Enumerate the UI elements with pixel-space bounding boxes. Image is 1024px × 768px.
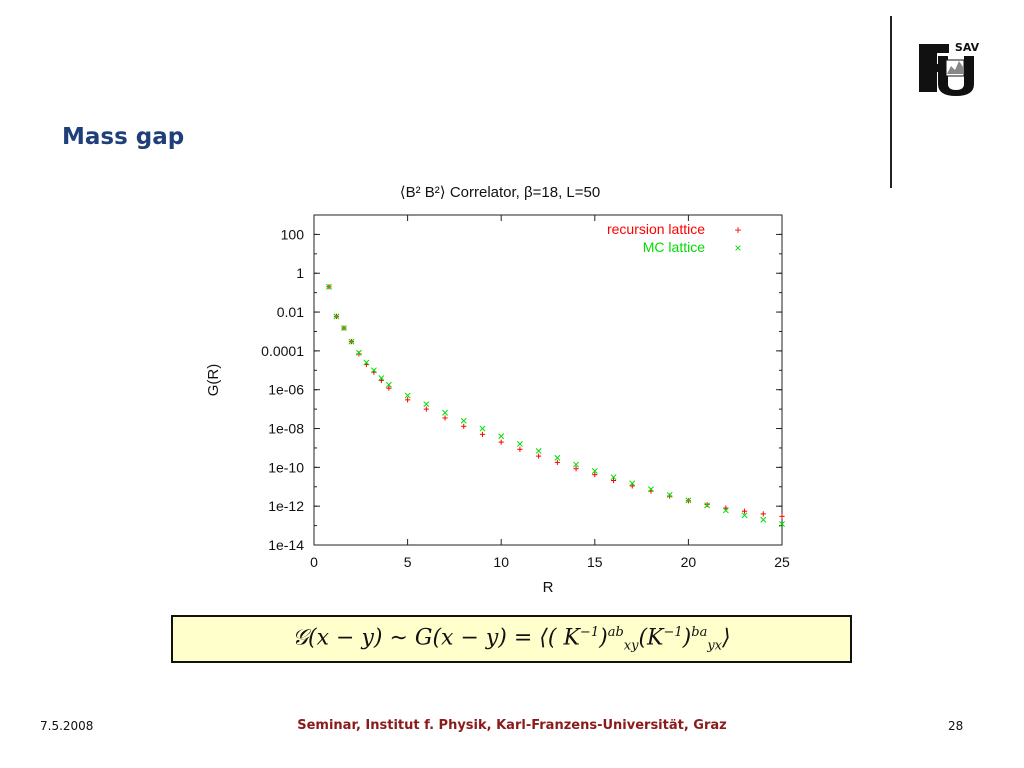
mc-point — [326, 283, 332, 290]
mc-point — [423, 401, 430, 408]
mc-point — [760, 516, 767, 523]
recursion-point — [741, 508, 748, 514]
x-axis-label: R — [543, 579, 554, 596]
mc-point — [498, 433, 505, 440]
mc-point — [722, 507, 729, 514]
mc-point — [460, 417, 467, 424]
y-tick-label: 1 — [296, 265, 304, 281]
recursion-point — [405, 397, 411, 403]
formula-box: 𝒢(x − y) ∼ G(x − y) = ⟨( K−1)abxy(K−1)ba… — [171, 615, 852, 663]
footer-date: 7.5.2008 — [40, 719, 94, 733]
legend-marker-mc: × — [734, 241, 741, 255]
mc-point — [685, 497, 692, 504]
mc-point — [779, 521, 785, 528]
recursion-point — [779, 513, 785, 519]
slide-title: Mass gap — [62, 124, 185, 150]
recursion-point — [629, 483, 635, 489]
mc-point — [704, 502, 711, 509]
x-tick-label: 20 — [681, 554, 697, 570]
mc-point — [591, 468, 598, 474]
recursion-point — [442, 415, 448, 421]
mc-point — [554, 454, 561, 461]
mc-point — [610, 474, 617, 481]
mc-point — [363, 359, 370, 366]
recursion-point — [610, 477, 617, 484]
mc-point — [378, 375, 385, 381]
x-tick-label: 5 — [404, 554, 412, 570]
y-tick-label: 100 — [281, 226, 305, 242]
mc-point — [516, 441, 523, 447]
recursion-point — [423, 406, 429, 412]
mc-point — [348, 338, 355, 345]
legend-label-recursion: recursion lattice — [607, 221, 705, 237]
recursion-point — [592, 472, 598, 478]
mc-point — [333, 313, 340, 320]
mc-point — [535, 447, 542, 454]
recursion-point — [760, 511, 766, 517]
header-divider — [890, 16, 892, 188]
recursion-point — [479, 431, 486, 437]
x-tick-label: 25 — [774, 554, 790, 570]
mc-point — [666, 491, 673, 498]
y-axis-label: G(R) — [205, 364, 222, 397]
mc-point — [648, 486, 654, 493]
mc-point — [385, 381, 392, 388]
x-tick-label: 0 — [310, 554, 318, 570]
x-tick-label: 10 — [493, 554, 509, 570]
legend-label-mc: MC lattice — [643, 239, 705, 255]
recursion-point — [517, 446, 523, 452]
formula-text: 𝒢(x − y) ∼ G(x − y) = ⟨( K−1)abxy(K−1)ba… — [292, 624, 731, 654]
mc-point — [404, 392, 411, 399]
recursion-point — [573, 466, 579, 472]
y-tick-label: 1e-08 — [268, 421, 304, 437]
mc-point — [355, 349, 362, 356]
recursion-point — [461, 423, 467, 429]
mc-point — [741, 512, 748, 519]
correlator-chart: ⟨B² B²⟩ Correlator, β=18, L=50 0 5 10 15 20 2… — [205, 184, 790, 596]
y-tick-label: 0.01 — [277, 304, 304, 320]
recursion-point — [554, 459, 560, 465]
plot-frame — [313, 214, 783, 546]
y-tick-label: 1e-06 — [268, 382, 304, 398]
mc-point — [442, 409, 448, 416]
y-tick-label: 1e-12 — [268, 498, 304, 514]
page-number: 28 — [948, 719, 964, 733]
fu-sav-logo: SAV — [919, 40, 984, 96]
recursion-point — [704, 502, 710, 508]
mc-point — [573, 461, 580, 468]
mc-point — [370, 367, 377, 374]
chart-title: ⟨B² B²⟩ Correlator, β=18, L=50 — [400, 184, 600, 201]
footer-seminar: Seminar, Institut f. Physik, Karl-Franze… — [297, 718, 727, 733]
y-tick-label: 1e-14 — [268, 537, 304, 553]
x-tick-label: 15 — [587, 554, 603, 570]
mc-point — [629, 480, 636, 487]
y-tick-label: 0.0001 — [261, 343, 304, 359]
recursion-point — [386, 385, 392, 391]
logo-text: SAV — [955, 41, 980, 54]
y-tick-label: 1e-10 — [268, 459, 304, 475]
legend: recursion lattice + MC lattice × — [607, 221, 742, 255]
mc-point — [340, 325, 347, 332]
recursion-point — [536, 453, 542, 459]
recursion-point — [498, 439, 504, 445]
mc-point — [479, 425, 486, 432]
legend-marker-recursion: + — [734, 223, 741, 237]
